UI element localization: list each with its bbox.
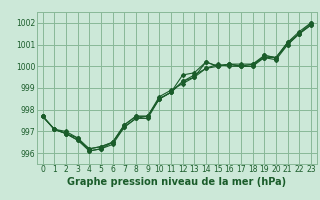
X-axis label: Graphe pression niveau de la mer (hPa): Graphe pression niveau de la mer (hPa) (67, 177, 286, 187)
